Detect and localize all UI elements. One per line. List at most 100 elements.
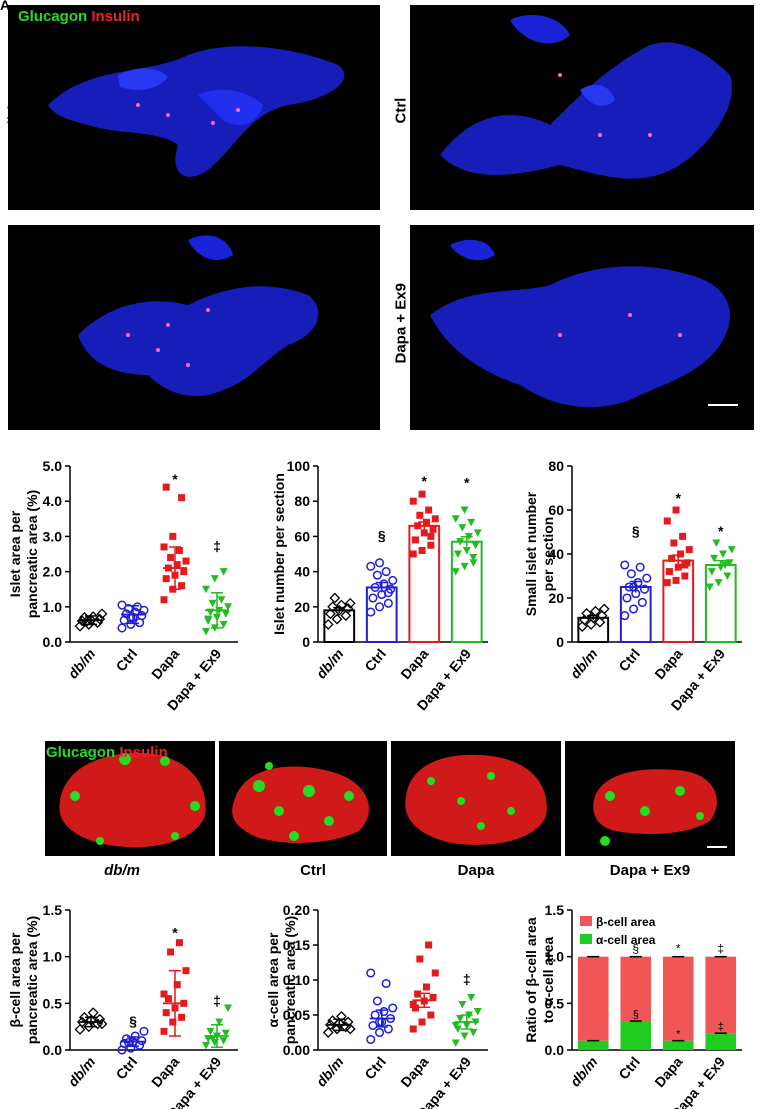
y-tick-label: 60 (548, 502, 564, 518)
data-point (375, 558, 385, 568)
data-point (467, 518, 476, 527)
islet-dapa-img (405, 754, 547, 845)
data-point (221, 1029, 230, 1038)
data-point (721, 561, 730, 569)
data-point (718, 550, 727, 558)
data-point (383, 598, 393, 608)
data-point (336, 1010, 347, 1022)
legend-swatch-beta (580, 916, 592, 926)
data-point (322, 618, 334, 630)
legend-insulin: Insulin (91, 8, 140, 25)
y-tick-label: 0 (556, 634, 564, 650)
data-point (178, 1013, 186, 1021)
data-point (160, 1027, 168, 1035)
data-point (429, 525, 437, 533)
data-point (219, 620, 228, 629)
micro-ctrl (410, 5, 754, 210)
data-point (383, 588, 393, 598)
data-point (587, 612, 599, 624)
data-point (224, 1004, 232, 1012)
data-point (137, 1036, 147, 1046)
data-point (629, 604, 639, 614)
data-point (167, 554, 175, 562)
micro-dapa-ex9 (410, 225, 754, 430)
y-tick-label: 0.5 (545, 995, 565, 1011)
data-point (210, 624, 219, 632)
bar-alpha (662, 1040, 694, 1050)
sig-marker: ‡ (718, 1021, 724, 1033)
data-point (469, 559, 478, 567)
data-point (78, 611, 90, 623)
y-axis-label-line2: pancreatic area (%) (24, 490, 40, 618)
data-point (74, 1024, 86, 1035)
data-point (672, 576, 680, 584)
data-point (383, 1024, 393, 1034)
data-point (635, 562, 645, 572)
data-point (164, 564, 172, 572)
data-point (420, 997, 428, 1005)
sig-marker: § (378, 527, 386, 543)
label-dapa-ex9: Dapa + Ex9 (392, 283, 410, 364)
sig-marker: § (129, 1013, 137, 1029)
data-point (171, 1004, 179, 1012)
data-point (418, 1018, 426, 1026)
data-point (670, 539, 678, 547)
y-tick-label: 0.00 (283, 1042, 310, 1058)
data-point (598, 603, 610, 615)
data-point (366, 561, 376, 571)
y-axis-label-line2: pancreatic area (%) (24, 916, 40, 1044)
micro-dapa (8, 225, 380, 430)
data-point (429, 994, 437, 1001)
data-point (368, 593, 378, 603)
data-point (180, 999, 188, 1007)
data-point (414, 522, 422, 530)
bar-beta (577, 956, 609, 1041)
data-point (344, 1023, 356, 1035)
data-point (469, 1029, 478, 1037)
data-point (451, 1039, 460, 1047)
data-point (167, 948, 175, 956)
data-point (160, 990, 168, 998)
data-point (224, 603, 232, 611)
y-tick-label: 0.05 (283, 1007, 310, 1023)
data-point (81, 616, 93, 628)
data-point (663, 579, 671, 587)
data-point (425, 941, 433, 949)
data-point (322, 1027, 334, 1038)
data-point (467, 994, 476, 1002)
data-point (473, 529, 482, 537)
data-point (420, 529, 428, 537)
data-point (585, 618, 597, 630)
data-point (425, 506, 433, 514)
legend-insulin-c: Insulin (119, 744, 168, 761)
y-axis-label: Ratio of β-cell area (523, 917, 539, 1042)
y-tick-label: 1.5 (43, 902, 63, 918)
data-point (366, 607, 376, 617)
data-point (135, 1040, 145, 1050)
bar-beta (620, 956, 652, 1022)
data-point (451, 1022, 460, 1030)
y-tick-label: 60 (294, 528, 310, 544)
bar-alpha (577, 1040, 609, 1050)
tissue-dapa (78, 235, 319, 396)
data-point (169, 585, 177, 593)
data-point (685, 546, 693, 554)
x-tick-label: Dapa (651, 645, 685, 682)
data-point (117, 600, 127, 610)
tissue-dapa-ex9 (430, 239, 738, 408)
data-point (427, 1011, 435, 1019)
data-point (388, 1003, 398, 1013)
data-point (672, 506, 680, 514)
data-point (642, 573, 652, 583)
sig-marker: * (676, 942, 681, 956)
data-point (375, 1027, 385, 1038)
data-point (418, 490, 426, 498)
data-point (725, 559, 734, 567)
data-point (668, 554, 676, 562)
data-point (460, 562, 469, 571)
data-point (180, 568, 188, 576)
data-point (124, 1037, 134, 1048)
sig-marker: ‡ (463, 971, 471, 987)
x-tick-label: Ctrl (113, 1054, 141, 1083)
data-point (422, 983, 430, 991)
